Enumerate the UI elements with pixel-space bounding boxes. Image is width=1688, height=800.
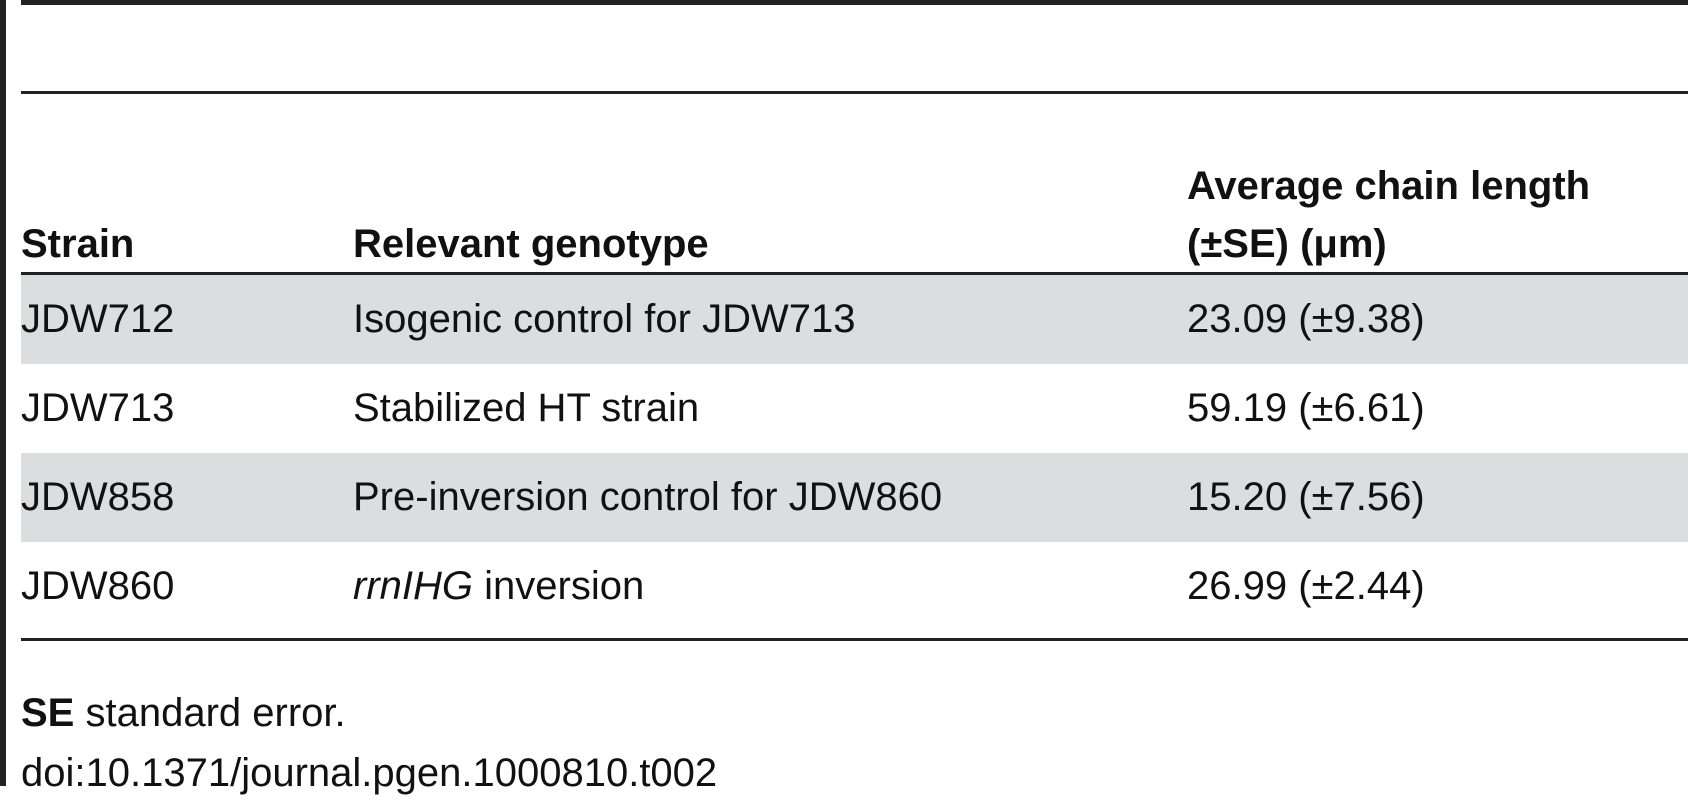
header-rule [21,91,1688,94]
footnote: SE standard error. [21,688,346,738]
bottom-rule [21,638,1688,641]
cell: 15.20 (±7.56) [1187,475,1425,519]
cell: 23.09 (±9.38) [1187,297,1425,341]
table-row: JDW860 rrnIHG inversion 26.99 (±2.44) [21,542,1688,631]
table-row: JDW712 Isogenic control for JDW713 23.09… [21,275,1688,364]
cell: 59.19 (±6.61) [1187,386,1425,430]
header-bottom-rule [21,272,1688,275]
cell: JDW860 [21,564,175,608]
cell: 26.99 (±2.44) [1187,564,1425,608]
cell: rrnIHG inversion [353,542,644,631]
cell: JDW713 [21,386,175,430]
table-row: JDW858 Pre-inversion control for JDW860 … [21,453,1688,542]
footnote-abbr: SE [21,691,75,735]
gene-name: rrnIHG [353,564,473,608]
top-rule [21,0,1688,5]
column-header: Relevant genotype [353,222,709,266]
cell: Stabilized HT strain [353,386,700,430]
cell: JDW712 [21,297,175,341]
table-row: JDW713 Stabilized HT strain 59.19 (±6.61… [21,364,1688,453]
cell: Pre-inversion control for JDW860 [353,475,943,519]
doi: doi:10.1371/journal.pgen.1000810.t002 [21,751,718,795]
column-header: Strain [21,222,135,266]
left-rule [0,0,6,786]
cell: JDW858 [21,475,175,519]
cell: Isogenic control for JDW713 [353,297,856,341]
cell-text: inversion [484,564,645,608]
column-header: Average chain length (±SE) (μm) [1187,164,1591,266]
footnote-text: standard error. [85,691,346,735]
